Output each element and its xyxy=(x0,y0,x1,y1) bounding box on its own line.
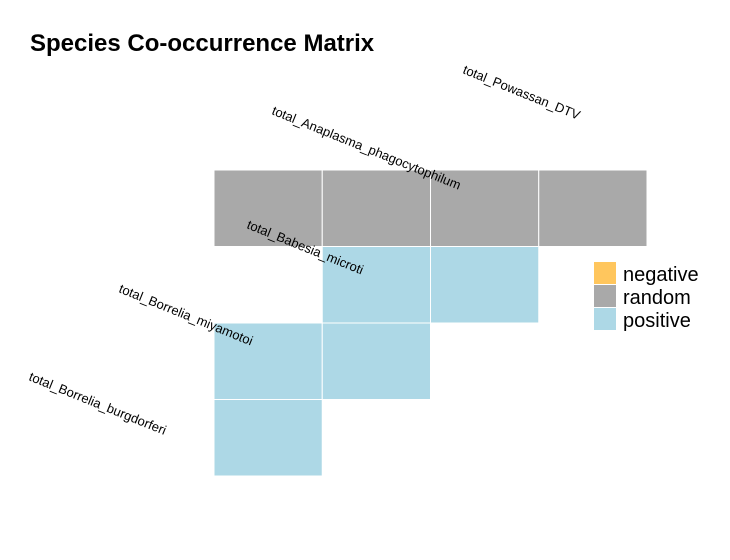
legend-label-random: random xyxy=(623,287,691,309)
species-label: total_Borrelia_burgdorferi xyxy=(27,369,169,438)
legend-swatch-negative xyxy=(594,262,616,284)
matrix-cell-random xyxy=(321,169,431,247)
matrix-cell-positive xyxy=(213,322,323,400)
matrix-cell-positive xyxy=(321,322,431,400)
matrix-cell-positive xyxy=(213,399,323,477)
species-label: total_Borrelia_miyamotoi xyxy=(117,281,255,349)
species-label: total_Powassan_DTV xyxy=(461,62,583,123)
legend-label-negative: negative xyxy=(623,264,699,286)
matrix-cell-random xyxy=(213,169,323,247)
matrix-cell-random xyxy=(430,169,540,247)
legend-label-positive: positive xyxy=(623,310,691,332)
legend-swatch-random xyxy=(594,285,616,307)
legend-swatch-positive xyxy=(594,308,616,330)
chart-title: Species Co-occurrence Matrix xyxy=(30,30,375,57)
matrix-cell-positive xyxy=(430,246,540,324)
matrix-cell-random xyxy=(538,169,648,247)
